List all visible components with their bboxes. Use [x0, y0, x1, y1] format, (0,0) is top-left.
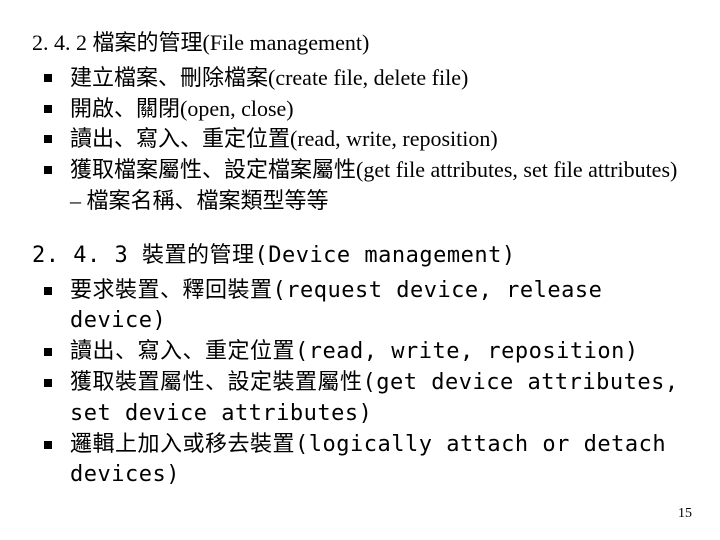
section-heading: 2. 4. 2 檔案的管理(File management) [32, 28, 688, 59]
item-text: 開啟、關閉(open, close) [70, 94, 688, 125]
item-text: 獲取裝置屬性、設定裝置屬性(get device attributes, set… [70, 368, 688, 430]
item-text: 要求裝置、釋回裝置(request device, release device… [70, 276, 688, 338]
list-item: 讀出、寫入、重定位置(read, write, reposition) [36, 337, 688, 368]
list-item: 建立檔案、刪除檔案(create file, delete file) [36, 63, 688, 94]
section-device-management: 2. 4. 3 裝置的管理(Device management) 要求裝置、釋回… [32, 241, 688, 491]
bullet-icon [44, 441, 52, 449]
list-item: 邏輯上加入或移去裝置(logically attach or detach de… [36, 430, 688, 492]
item-text: 獲取檔案屬性、設定檔案屬性(get file attributes, set f… [70, 155, 688, 217]
bullet-icon [44, 74, 52, 82]
page-number: 15 [678, 506, 692, 522]
bullet-icon [44, 166, 52, 174]
item-text: 邏輯上加入或移去裝置(logically attach or detach de… [70, 430, 688, 492]
bullet-icon [44, 287, 52, 295]
bullet-icon [44, 105, 52, 113]
list-item: 獲取檔案屬性、設定檔案屬性(get file attributes, set f… [36, 155, 688, 217]
item-text: 讀出、寫入、重定位置(read, write, reposition) [70, 337, 688, 368]
bullet-icon [44, 348, 52, 356]
list-item: 要求裝置、釋回裝置(request device, release device… [36, 276, 688, 338]
list-item: 獲取裝置屬性、設定裝置屬性(get device attributes, set… [36, 368, 688, 430]
section-file-management: 2. 4. 2 檔案的管理(File management) 建立檔案、刪除檔案… [32, 28, 688, 217]
item-text: 讀出、寫入、重定位置(read, write, reposition) [70, 124, 688, 155]
bullet-icon [44, 379, 52, 387]
list-item: 讀出、寫入、重定位置(read, write, reposition) [36, 124, 688, 155]
section-heading: 2. 4. 3 裝置的管理(Device management) [32, 241, 688, 272]
item-text: 建立檔案、刪除檔案(create file, delete file) [70, 63, 688, 94]
list-item: 開啟、關閉(open, close) [36, 94, 688, 125]
bullet-icon [44, 135, 52, 143]
